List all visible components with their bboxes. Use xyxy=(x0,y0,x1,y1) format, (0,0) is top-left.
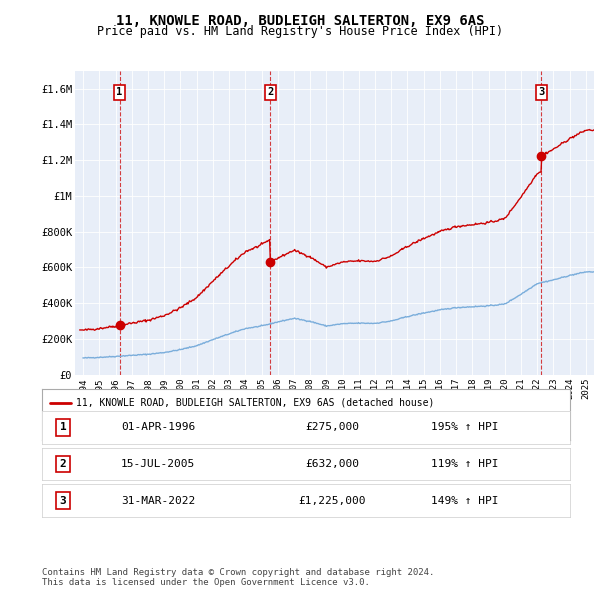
Text: Contains HM Land Registry data © Crown copyright and database right 2024.
This d: Contains HM Land Registry data © Crown c… xyxy=(42,568,434,587)
Text: 149% ↑ HPI: 149% ↑ HPI xyxy=(431,496,498,506)
Text: HPI: Average price, detached house, East Devon: HPI: Average price, detached house, East… xyxy=(76,422,347,432)
Text: 01-APR-1996: 01-APR-1996 xyxy=(121,422,195,432)
Text: 1: 1 xyxy=(116,87,123,97)
Text: £275,000: £275,000 xyxy=(305,422,359,432)
Text: £1,225,000: £1,225,000 xyxy=(299,496,366,506)
Text: 119% ↑ HPI: 119% ↑ HPI xyxy=(431,459,498,469)
Text: £632,000: £632,000 xyxy=(305,459,359,469)
Text: 2: 2 xyxy=(267,87,274,97)
Text: 3: 3 xyxy=(60,496,67,506)
Text: 3: 3 xyxy=(538,87,544,97)
Text: 11, KNOWLE ROAD, BUDLEIGH SALTERTON, EX9 6AS (detached house): 11, KNOWLE ROAD, BUDLEIGH SALTERTON, EX9… xyxy=(76,398,434,408)
Text: 15-JUL-2005: 15-JUL-2005 xyxy=(121,459,195,469)
Text: 11, KNOWLE ROAD, BUDLEIGH SALTERTON, EX9 6AS: 11, KNOWLE ROAD, BUDLEIGH SALTERTON, EX9… xyxy=(116,14,484,28)
Text: Price paid vs. HM Land Registry's House Price Index (HPI): Price paid vs. HM Land Registry's House … xyxy=(97,25,503,38)
Text: 1: 1 xyxy=(60,422,67,432)
Text: 195% ↑ HPI: 195% ↑ HPI xyxy=(431,422,498,432)
Text: 31-MAR-2022: 31-MAR-2022 xyxy=(121,496,195,506)
Text: 2: 2 xyxy=(60,459,67,469)
